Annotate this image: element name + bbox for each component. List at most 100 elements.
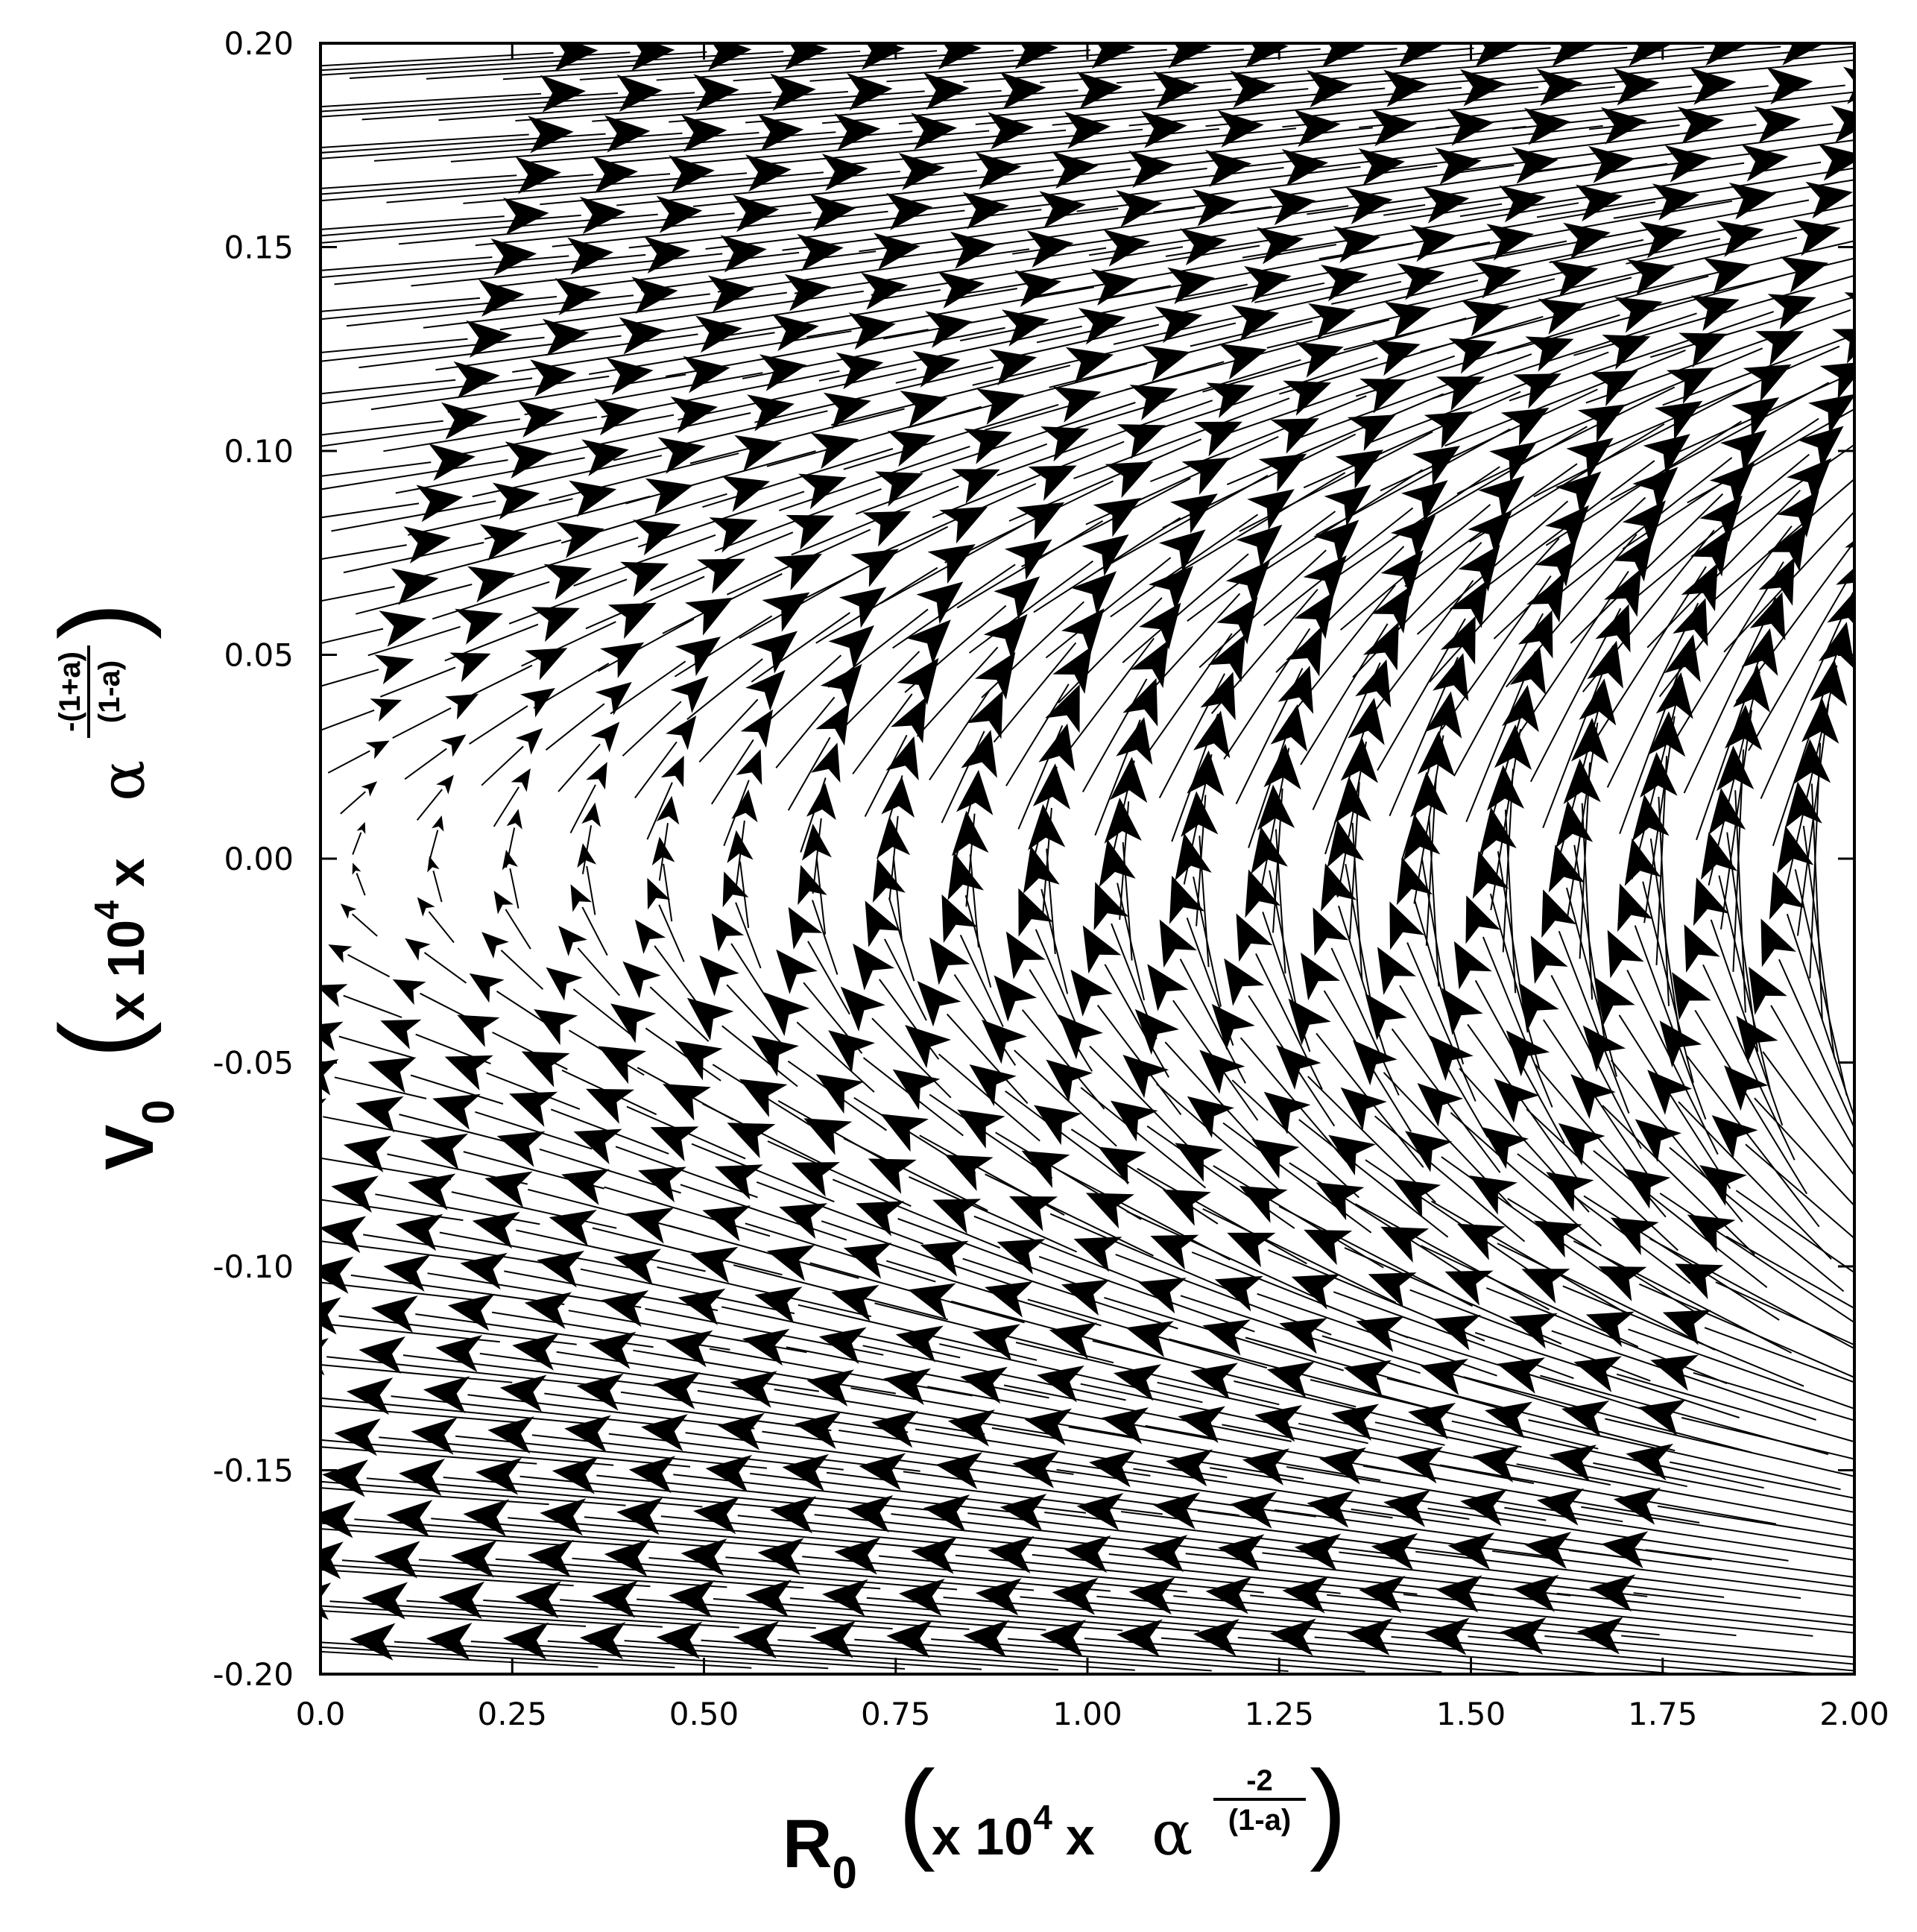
vector-arrow-shaft xyxy=(1704,1327,1854,1383)
vector-arrow-shaft xyxy=(1561,240,1854,309)
vector-arrow-shaft xyxy=(499,291,787,331)
vector-arrow-head xyxy=(1093,882,1129,931)
vector-arrow-head xyxy=(840,986,885,1032)
vector-arrow-head xyxy=(1117,1619,1163,1657)
vector-arrow-shaft xyxy=(455,1435,768,1469)
vector-arrow-shaft xyxy=(1633,1592,1854,1618)
vector-arrow-head xyxy=(1037,1366,1084,1403)
x-label-power: 4 xyxy=(1033,1798,1052,1837)
vector-arrow-head xyxy=(1780,256,1828,293)
vector-arrow-head xyxy=(463,1499,510,1537)
vector-arrow-shaft xyxy=(735,902,762,969)
vector-arrow-head xyxy=(1016,502,1065,540)
vector-arrow-head xyxy=(690,1246,739,1284)
vector-arrow-shaft xyxy=(1045,557,1172,659)
vector-arrow-head xyxy=(258,1420,304,1457)
vector-arrow-head xyxy=(515,727,543,755)
vector-arrow-head xyxy=(1009,1196,1058,1231)
vector-arrow-shaft xyxy=(1407,238,1721,306)
vector-arrow-shaft xyxy=(895,323,1160,384)
vector-arrow-head xyxy=(815,703,850,746)
vector-arrow-shaft xyxy=(1613,179,1854,219)
vector-arrow-shaft xyxy=(320,377,533,405)
vector-arrow-shaft xyxy=(803,525,949,600)
vector-arrow-head xyxy=(1116,717,1153,765)
vector-arrow-head xyxy=(1049,1322,1097,1360)
vector-arrow-shaft xyxy=(927,1386,1215,1441)
vector-arrow-shaft xyxy=(428,911,455,944)
vector-arrow-shaft xyxy=(1005,1090,1130,1184)
vector-arrow-shaft xyxy=(1230,163,1591,215)
vector-arrow-head xyxy=(1395,1446,1444,1484)
vector-arrow-head xyxy=(881,776,915,818)
vector-arrow-shaft xyxy=(1528,1419,1841,1491)
vector-arrow-head xyxy=(1724,1065,1769,1111)
vector-arrow-shaft xyxy=(1106,760,1135,879)
vector-arrow-head xyxy=(916,581,964,625)
vector-arrow-head xyxy=(1014,270,1061,307)
vector-arrow-shaft xyxy=(1593,1150,1768,1288)
vector-arrow-shaft xyxy=(1451,1420,1764,1489)
vector-arrow-head xyxy=(736,749,762,786)
vector-arrow-shaft xyxy=(613,410,828,461)
vector-arrow-head xyxy=(1725,704,1763,751)
vector-arrow-head xyxy=(1766,67,1813,105)
vector-arrow-shaft xyxy=(359,335,622,369)
vector-arrow-head xyxy=(999,72,1046,110)
vector-arrow-head xyxy=(859,1453,906,1491)
vector-arrow-head xyxy=(1458,544,1500,592)
vector-arrow-shaft xyxy=(1606,602,1699,788)
vector-arrow-head xyxy=(1424,691,1462,739)
vector-arrow-head xyxy=(1117,424,1166,459)
vector-arrow-head xyxy=(619,317,666,355)
vector-arrow-head xyxy=(487,1416,534,1454)
vector-arrow-head xyxy=(1793,219,1841,256)
vector-arrow-shaft xyxy=(1088,203,1426,256)
vector-arrow-head xyxy=(912,350,961,388)
vector-arrow-head xyxy=(895,1325,944,1363)
vector-arrow-shaft xyxy=(322,213,658,244)
vector-arrow-head xyxy=(1453,941,1492,990)
vector-arrow-head xyxy=(218,1299,264,1336)
vector-arrow-shaft xyxy=(953,973,1017,1066)
vector-arrow-head xyxy=(1211,1003,1255,1050)
vector-arrow-head xyxy=(975,152,1022,190)
vector-arrow-head xyxy=(964,429,1013,464)
vector-arrow-head xyxy=(707,275,755,313)
vector-arrow-shaft xyxy=(1643,716,1676,924)
vector-arrow-head xyxy=(408,1173,456,1210)
vector-arrow-shaft xyxy=(1245,1336,1510,1412)
vector-arrow-head xyxy=(1291,1274,1340,1310)
vector-arrow-shaft xyxy=(754,366,994,423)
vector-arrow-head xyxy=(883,1368,931,1406)
vector-arrow-head xyxy=(1782,43,1825,66)
vector-arrow-shaft xyxy=(327,750,370,774)
vector-arrow-shaft xyxy=(320,133,529,148)
vector-arrow-shaft xyxy=(1021,477,1191,568)
vector-arrow-head xyxy=(1162,1189,1211,1226)
vector-arrow-shaft xyxy=(1223,628,1311,760)
vector-arrow-shaft xyxy=(1431,1200,1626,1314)
vector-arrow-head xyxy=(994,576,1040,620)
vector-arrow-shaft xyxy=(1174,472,1346,575)
vector-arrow-head xyxy=(917,981,961,1027)
x-label-open-paren: ( xyxy=(898,1747,935,1872)
vector-arrow-shaft xyxy=(320,215,505,230)
vector-arrow-shaft xyxy=(871,1017,952,1099)
vector-arrow-head xyxy=(1383,1489,1431,1527)
vector-arrow-head xyxy=(561,1169,610,1205)
vector-arrow-head xyxy=(806,783,836,821)
vector-arrow-shaft xyxy=(701,1639,1135,1671)
vector-arrow-shaft xyxy=(343,994,402,1018)
vector-arrow-shaft xyxy=(592,89,1002,122)
vector-arrow-shaft xyxy=(392,707,452,739)
vector-arrow-shaft xyxy=(871,246,1184,296)
y-tick-label: 0.05 xyxy=(224,637,294,674)
vector-arrow-head xyxy=(985,1281,1033,1318)
vector-arrow-head xyxy=(1457,1223,1506,1260)
vector-arrow-head xyxy=(620,561,669,597)
vector-arrow-shaft xyxy=(347,954,391,978)
vector-arrow-shaft xyxy=(383,416,598,452)
vector-arrow-shaft xyxy=(509,868,519,909)
vector-arrow-head xyxy=(697,558,746,594)
